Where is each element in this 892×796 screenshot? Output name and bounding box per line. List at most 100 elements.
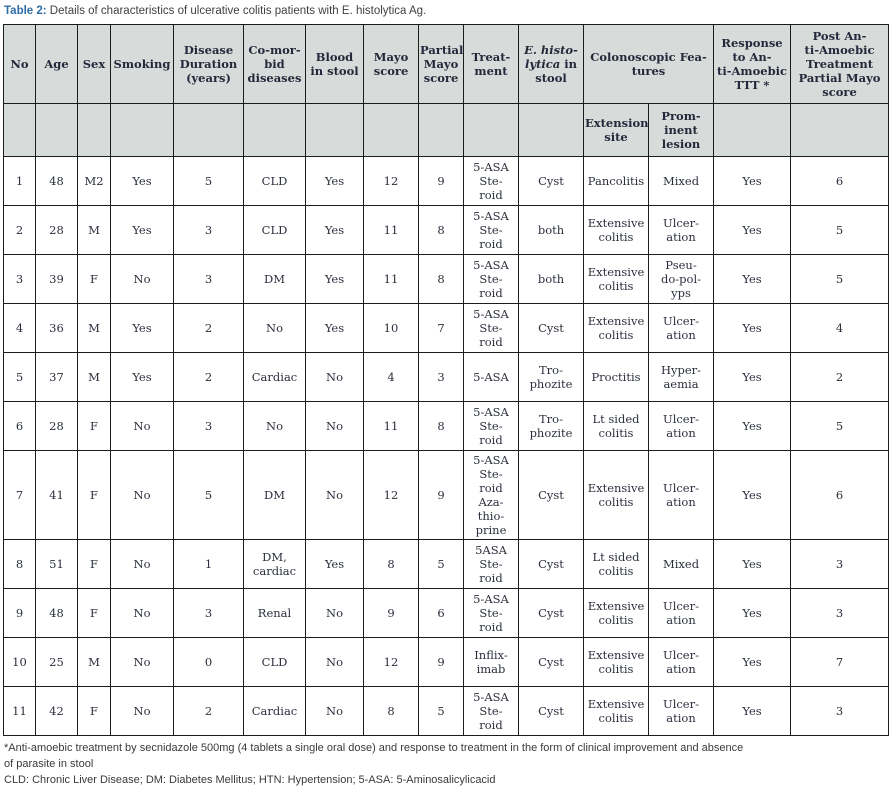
cell-treatment: 5-ASA Ste- roid (463, 588, 519, 639)
col-header-response: Response to An- ti-Amoebic TTT * (713, 23, 792, 104)
subheader-empty-cell (418, 102, 464, 157)
cell-post: 6 (790, 449, 890, 541)
cell-duration: 2 (173, 351, 244, 402)
cell-prominent: Ulcer- ation (647, 637, 715, 688)
cell-treatment: 5-ASA Ste- roid (463, 155, 519, 206)
cell-duration: 3 (173, 588, 244, 639)
cell-sex: F (77, 686, 111, 737)
cell-treatment: 5-ASA (463, 351, 519, 402)
cell-e-histolytica: Cyst (518, 588, 584, 639)
cell-blood: Yes (305, 204, 364, 255)
cell-blood: Yes (305, 253, 364, 304)
cell-e-histolytica: Cyst (518, 302, 584, 353)
cell-treatment: 5ASA Ste- roid (463, 539, 519, 590)
cell-treatment: 5-ASA Ste- roid (463, 302, 519, 353)
cell-post: 5 (790, 400, 890, 451)
cell-extension: Extensive colitis (583, 686, 649, 737)
cell-no: 9 (3, 588, 36, 639)
table-row: 8 51 F No 1 DM, cardiac Yes 8 5 5ASA Ste- roid Cys… (3, 539, 890, 590)
cell-response: Yes (713, 588, 792, 639)
cell-blood: Yes (305, 302, 364, 353)
cell-extension: Extensive colitis (583, 588, 649, 639)
cell-response: Yes (713, 400, 792, 451)
cell-e-histolytica: Tro- phozite (518, 351, 584, 402)
cell-e-histolytica: Cyst (518, 686, 584, 737)
table-row: 1 48 M2 Yes 5 CLD Yes 12 9 5-ASA Ste- roid Cyst Pan… (3, 155, 890, 206)
cell-extension: Proctitis (583, 351, 649, 402)
cell-response: Yes (713, 155, 792, 206)
cell-comorbid: DM, cardiac (243, 539, 306, 590)
cell-partial-mayo: 5 (418, 686, 464, 737)
cell-prominent: Ulcer- ation (647, 204, 715, 255)
cell-mayo: 11 (363, 204, 419, 255)
cell-smoking: No (110, 253, 174, 304)
cell-extension: Extensive colitis (583, 302, 649, 353)
cell-partial-mayo: 9 (418, 155, 464, 206)
cell-post: 7 (790, 637, 890, 688)
cell-post: 4 (790, 302, 890, 353)
cell-no: 8 (3, 539, 36, 590)
cell-smoking: No (110, 637, 174, 688)
col-header-partial-mayo: Partial Mayo score (418, 23, 464, 104)
cell-comorbid: Cardiac (243, 351, 306, 402)
footnote-treatment-note: *Anti-amoebic treatment by secnidazole 5… (4, 742, 744, 770)
subheader-prominent-lesion: Prom- inent lesion (647, 102, 715, 157)
cell-e-histolytica: both (518, 204, 584, 255)
cell-age: 51 (35, 539, 78, 590)
subheader-empty-cell (518, 102, 584, 157)
subheader-empty-cell (713, 102, 792, 157)
cell-smoking: Yes (110, 302, 174, 353)
cell-no: 10 (3, 637, 36, 688)
col-header-age: Age (35, 23, 78, 104)
table-row: 2 28 M Yes 3 CLD Yes 11 8 5-ASA Ste- roid both Exte… (3, 204, 890, 255)
cell-response: Yes (713, 253, 792, 304)
table-body: 1 48 M2 Yes 5 CLD Yes 12 9 5-ASA Ste- roid Cyst Pan… (3, 155, 890, 737)
cell-prominent: Ulcer- ation (647, 400, 715, 451)
cell-comorbid: DM (243, 253, 306, 304)
cell-no: 2 (3, 204, 36, 255)
table-row: 9 48 F No 3 Renal No 9 6 5-ASA Ste- roid Cyst Exten… (3, 588, 890, 639)
subheader-empty-cell (463, 102, 519, 157)
col-header-comorbid: Co-mor- bid diseases (243, 23, 306, 104)
cell-comorbid: CLD (243, 637, 306, 688)
cell-e-histolytica: Cyst (518, 449, 584, 541)
cell-partial-mayo: 6 (418, 588, 464, 639)
cell-duration: 5 (173, 449, 244, 541)
cell-response: Yes (713, 637, 792, 688)
cell-comorbid: Renal (243, 588, 306, 639)
cell-mayo: 11 (363, 253, 419, 304)
cell-partial-mayo: 5 (418, 539, 464, 590)
subheader-extension-site: Extension site (583, 102, 649, 157)
cell-sex: F (77, 588, 111, 639)
cell-treatment: Inflix- imab (463, 637, 519, 688)
cell-duration: 5 (173, 155, 244, 206)
table-row: 7 41 F No 5 DM No 12 9 5-ASA Ste- roid Aza- thio-… (3, 449, 890, 541)
cell-mayo: 12 (363, 155, 419, 206)
table-row: 4 36 M Yes 2 No Yes 10 7 5-ASA Ste- roid Cyst Exten… (3, 302, 890, 353)
cell-duration: 0 (173, 637, 244, 688)
subheader-empty-cell (77, 102, 111, 157)
cell-blood: Yes (305, 155, 364, 206)
cell-mayo: 11 (363, 400, 419, 451)
table-row: 11 42 F No 2 Cardiac No 8 5 5-ASA Ste- roid Cyst Ex… (3, 686, 890, 737)
cell-e-histolytica: Cyst (518, 637, 584, 688)
cell-post: 3 (790, 539, 890, 590)
cell-treatment: 5-ASA Ste- roid (463, 204, 519, 255)
cell-comorbid: No (243, 302, 306, 353)
col-header-e-histolytica: E. histo- lytica in stool (518, 23, 584, 104)
cell-mayo: 10 (363, 302, 419, 353)
cell-partial-mayo: 9 (418, 449, 464, 541)
cell-extension: Extensive colitis (583, 204, 649, 255)
cell-blood: No (305, 400, 364, 451)
cell-prominent: Ulcer- ation (647, 449, 715, 541)
cell-no: 11 (3, 686, 36, 737)
cell-smoking: No (110, 400, 174, 451)
cell-extension: Pancolitis (583, 155, 649, 206)
cell-mayo: 12 (363, 449, 419, 541)
cell-prominent: Mixed (647, 539, 715, 590)
cell-blood: No (305, 686, 364, 737)
header-row-main: No Age Sex Smoking Disease Duration (yea… (3, 23, 890, 104)
cell-treatment: 5-ASA Ste- roid (463, 253, 519, 304)
cell-comorbid: CLD (243, 204, 306, 255)
